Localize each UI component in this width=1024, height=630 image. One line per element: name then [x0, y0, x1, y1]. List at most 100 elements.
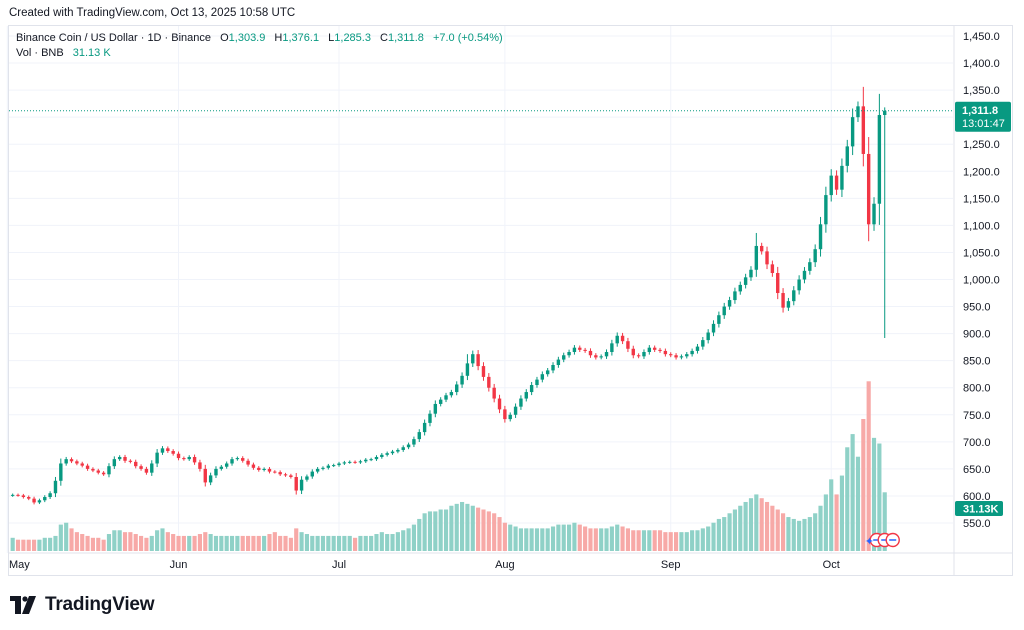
candle-body — [850, 117, 855, 147]
volume-bar — [711, 522, 716, 551]
volume-bar — [529, 528, 534, 551]
candle-body — [567, 352, 571, 356]
volume-bar — [813, 513, 818, 551]
volume-bar — [834, 494, 839, 551]
candle-body — [176, 453, 181, 459]
volume-bar — [219, 535, 224, 551]
time-tick-label: Sep — [661, 559, 681, 571]
candle-body — [487, 376, 491, 388]
volume-bar — [144, 537, 149, 551]
volume-bar — [299, 532, 304, 551]
candle-body — [289, 475, 293, 478]
tradingview-logo[interactable]: TradingView — [10, 594, 155, 616]
candle-body — [37, 500, 42, 503]
candle-body — [695, 346, 700, 351]
candle-body — [107, 466, 111, 475]
candle-body — [883, 110, 887, 116]
grid-lines — [6, 26, 953, 553]
volume-bar — [117, 530, 122, 551]
candle-body — [652, 347, 657, 350]
candle-body — [465, 363, 470, 376]
candle-body — [353, 461, 357, 463]
candle-body — [519, 398, 523, 407]
candle-body — [69, 459, 74, 462]
candle-body — [481, 366, 486, 377]
candle-body — [192, 456, 197, 463]
volume-bar — [443, 509, 449, 551]
volume-bar — [10, 537, 15, 551]
volume-bar — [502, 522, 507, 551]
volume-bar — [668, 532, 673, 551]
candle-body — [642, 352, 646, 357]
time-axis: May Jun Jul Aug Sep Oct — [9, 552, 1012, 571]
candle-body — [96, 470, 100, 473]
volume-bar — [187, 535, 192, 551]
candle-body — [160, 448, 165, 453]
candle-body — [257, 467, 261, 470]
volume-bar — [690, 530, 695, 551]
volume-bar — [716, 518, 721, 551]
volume-bar — [700, 528, 705, 551]
candle-body — [390, 451, 395, 454]
candle-body — [572, 347, 577, 353]
candle-body — [706, 332, 710, 341]
volume-bar — [727, 513, 732, 551]
volume-bar — [15, 539, 21, 551]
candle-body — [342, 462, 347, 464]
candle-body — [246, 460, 250, 465]
candle-body — [75, 461, 79, 464]
countdown-text: 13:01:47 — [962, 118, 1005, 130]
volume-bar — [101, 539, 106, 551]
price-tick-label: 1,000.0 — [963, 275, 1000, 287]
candle-body — [674, 355, 678, 358]
price-tick-label: 600.0 — [963, 491, 991, 503]
candle-body — [251, 464, 256, 468]
volume-bar — [160, 528, 165, 551]
volume-bar — [695, 530, 700, 551]
volume-bar — [37, 539, 42, 551]
volume-bar — [620, 526, 625, 551]
candle-body — [599, 356, 603, 358]
price-tick-label: 550.0 — [963, 518, 991, 530]
candle-body — [492, 387, 496, 399]
volume-bar — [406, 528, 411, 551]
volume-bar — [304, 534, 309, 551]
volume-bar — [379, 532, 384, 551]
volume-bar — [647, 530, 652, 551]
volume-bar — [545, 528, 550, 551]
candle-body — [294, 477, 298, 491]
volume-bar — [385, 534, 390, 551]
candle-body — [770, 264, 775, 274]
volume-bar — [625, 528, 630, 551]
volume-bar — [235, 535, 240, 551]
volume-bar — [791, 518, 796, 551]
candle-body — [401, 447, 405, 450]
volume-bar — [96, 537, 101, 551]
candle-body — [321, 467, 325, 469]
volume-bar — [460, 501, 465, 551]
candle-body — [877, 115, 882, 204]
price-tick-label: 1,100.0 — [963, 220, 1000, 232]
volume-bar — [818, 505, 823, 551]
volume-bar — [513, 526, 518, 551]
price-tick-label: 1,250.0 — [963, 139, 1000, 151]
candle-body — [150, 463, 154, 473]
volume-bar — [176, 535, 181, 551]
symbol-title[interactable]: Binance Coin / US Dollar · 1D · Binance — [16, 32, 212, 44]
volume-bar — [609, 526, 614, 551]
volume-bar — [871, 437, 877, 551]
volume-bar — [133, 534, 138, 551]
volume-label: Vol · BNB — [16, 47, 64, 59]
candle-body — [620, 335, 625, 342]
volume-bar — [128, 532, 133, 551]
candle-body — [428, 413, 432, 423]
price-tick-label: 1,150.0 — [963, 193, 1000, 205]
close-label: C — [380, 32, 388, 44]
candle-body — [123, 456, 127, 461]
volume-bar — [224, 535, 229, 551]
candle-body — [224, 463, 229, 467]
volume-bar — [422, 513, 427, 551]
open-label: O — [220, 32, 229, 44]
volume-bar — [69, 528, 74, 551]
